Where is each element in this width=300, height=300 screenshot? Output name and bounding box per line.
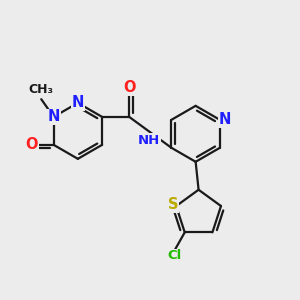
Text: N: N: [72, 95, 84, 110]
Text: N: N: [47, 110, 60, 124]
Text: N: N: [219, 112, 231, 127]
Text: Cl: Cl: [167, 249, 182, 262]
Text: O: O: [26, 137, 38, 152]
Text: CH₃: CH₃: [29, 83, 54, 96]
Text: O: O: [123, 80, 135, 95]
Text: NH: NH: [138, 134, 160, 147]
Text: S: S: [168, 197, 178, 212]
